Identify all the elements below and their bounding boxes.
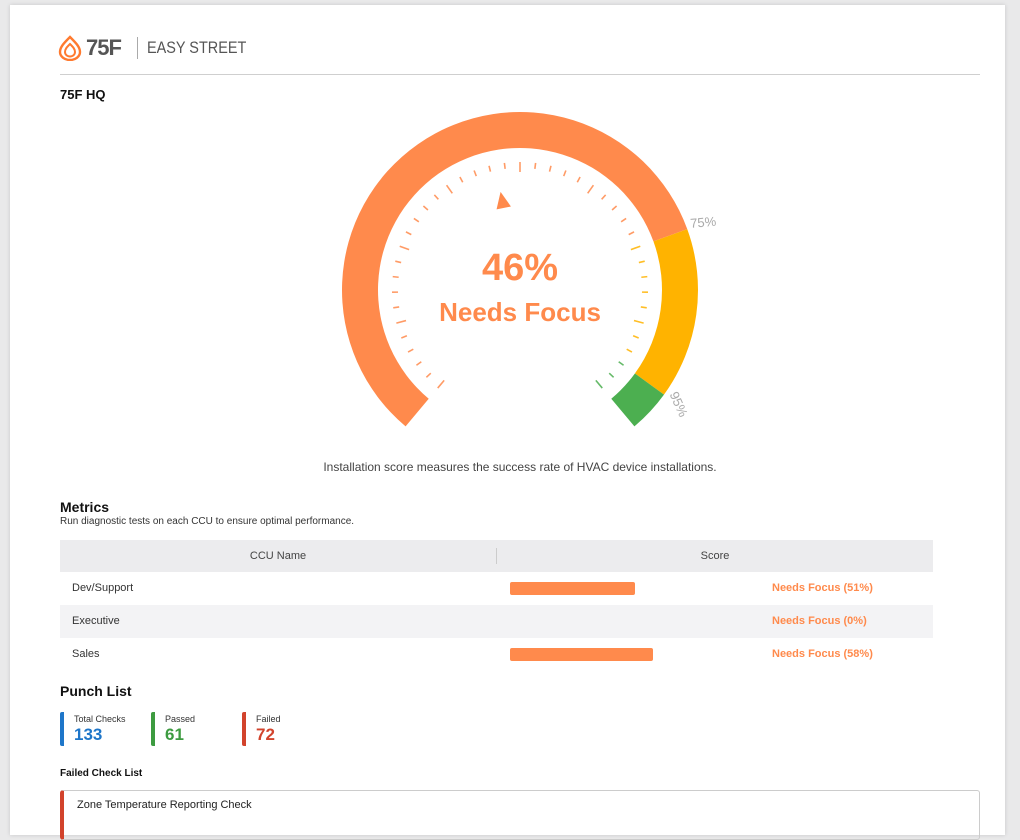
gauge-tick: [426, 373, 430, 377]
gauge-tick: [612, 206, 617, 210]
gauge-value: 46%: [482, 247, 558, 289]
gauge-tick: [609, 373, 613, 377]
table-row: Dev/Support Needs Focus (51%): [60, 572, 933, 605]
stat-value: 72: [256, 725, 281, 745]
gauge-tick: [400, 246, 409, 249]
gauge-tick: [641, 277, 647, 278]
gauge-tick: [395, 261, 401, 262]
gauge-tick: [602, 195, 606, 199]
gauge-needle: [497, 192, 511, 209]
punch-title: Punch List: [60, 683, 132, 699]
gauge-tick: [577, 177, 580, 182]
ccu-name: Executive: [72, 605, 120, 638]
gauge-tick: [619, 362, 624, 366]
score-bar: [510, 648, 653, 661]
gauge-tick: [423, 206, 428, 210]
gauge-tick: [639, 261, 645, 262]
gauge-tick: [627, 349, 632, 352]
score-status: Needs Focus (0%): [772, 605, 867, 638]
stat-label: Passed: [165, 714, 195, 724]
gauge-tick: [504, 163, 505, 169]
failed-check-name: Zone Temperature Reporting Check: [77, 799, 252, 811]
gauge-tick: [408, 349, 413, 352]
gauge-tick: [401, 336, 407, 338]
gauge-tick: [393, 277, 399, 278]
score-status: Needs Focus (58%): [772, 638, 873, 671]
gauge-tick: [396, 321, 406, 324]
gauge-tick: [596, 380, 602, 388]
column-header: CCU Name: [60, 540, 496, 572]
metrics-title: Metrics: [60, 499, 109, 515]
gauge-tick: [460, 177, 463, 182]
score-bar: [510, 582, 635, 595]
column-header: Score: [497, 540, 933, 572]
stat-value: 61: [165, 725, 195, 745]
gauge-tick: [434, 195, 438, 199]
gauge-tick: [535, 163, 536, 169]
gauge-tick: [489, 166, 490, 172]
gauge: 46% Needs Focus 75% 95%: [10, 5, 1005, 485]
threshold-label: 75%: [690, 214, 718, 231]
gauge-tick: [633, 336, 639, 338]
failed-title: Failed Check List: [60, 768, 142, 779]
table-header: CCU Name Score: [60, 540, 933, 572]
failed-check: Zone Temperature Reporting Check: [60, 790, 980, 840]
gauge-tick: [621, 218, 626, 221]
stat-label: Failed: [256, 714, 281, 724]
gauge-tick: [447, 185, 453, 193]
ccu-name: Dev/Support: [72, 572, 133, 605]
gauge-status: Needs Focus: [439, 297, 601, 327]
gauge-tick: [416, 362, 421, 366]
gauge-tick: [641, 307, 647, 308]
table-row: Executive Needs Focus (0%): [60, 605, 933, 638]
gauge-tick: [550, 166, 551, 172]
table-row: Sales Needs Focus (58%): [60, 638, 933, 671]
gauge-tick: [438, 380, 444, 388]
gauge-tick: [406, 232, 411, 235]
gauge-tick: [474, 171, 476, 177]
score-status: Needs Focus (51%): [772, 572, 873, 605]
metrics-subtitle: Run diagnostic tests on each CCU to ensu…: [60, 516, 354, 527]
ccu-name: Sales: [72, 638, 100, 671]
stat-label: Total Checks: [74, 714, 126, 724]
threshold-label: 95%: [667, 389, 691, 419]
gauge-caption: Installation score measures the success …: [10, 460, 1020, 474]
stat-value: 133: [74, 725, 126, 745]
gauge-tick: [634, 321, 644, 324]
gauge-tick: [414, 218, 419, 221]
gauge-tick: [588, 185, 594, 193]
gauge-segment: [635, 229, 698, 395]
gauge-tick: [629, 232, 634, 235]
gauge-tick: [631, 246, 640, 249]
gauge-tick: [564, 171, 566, 177]
gauge-tick: [393, 307, 399, 308]
